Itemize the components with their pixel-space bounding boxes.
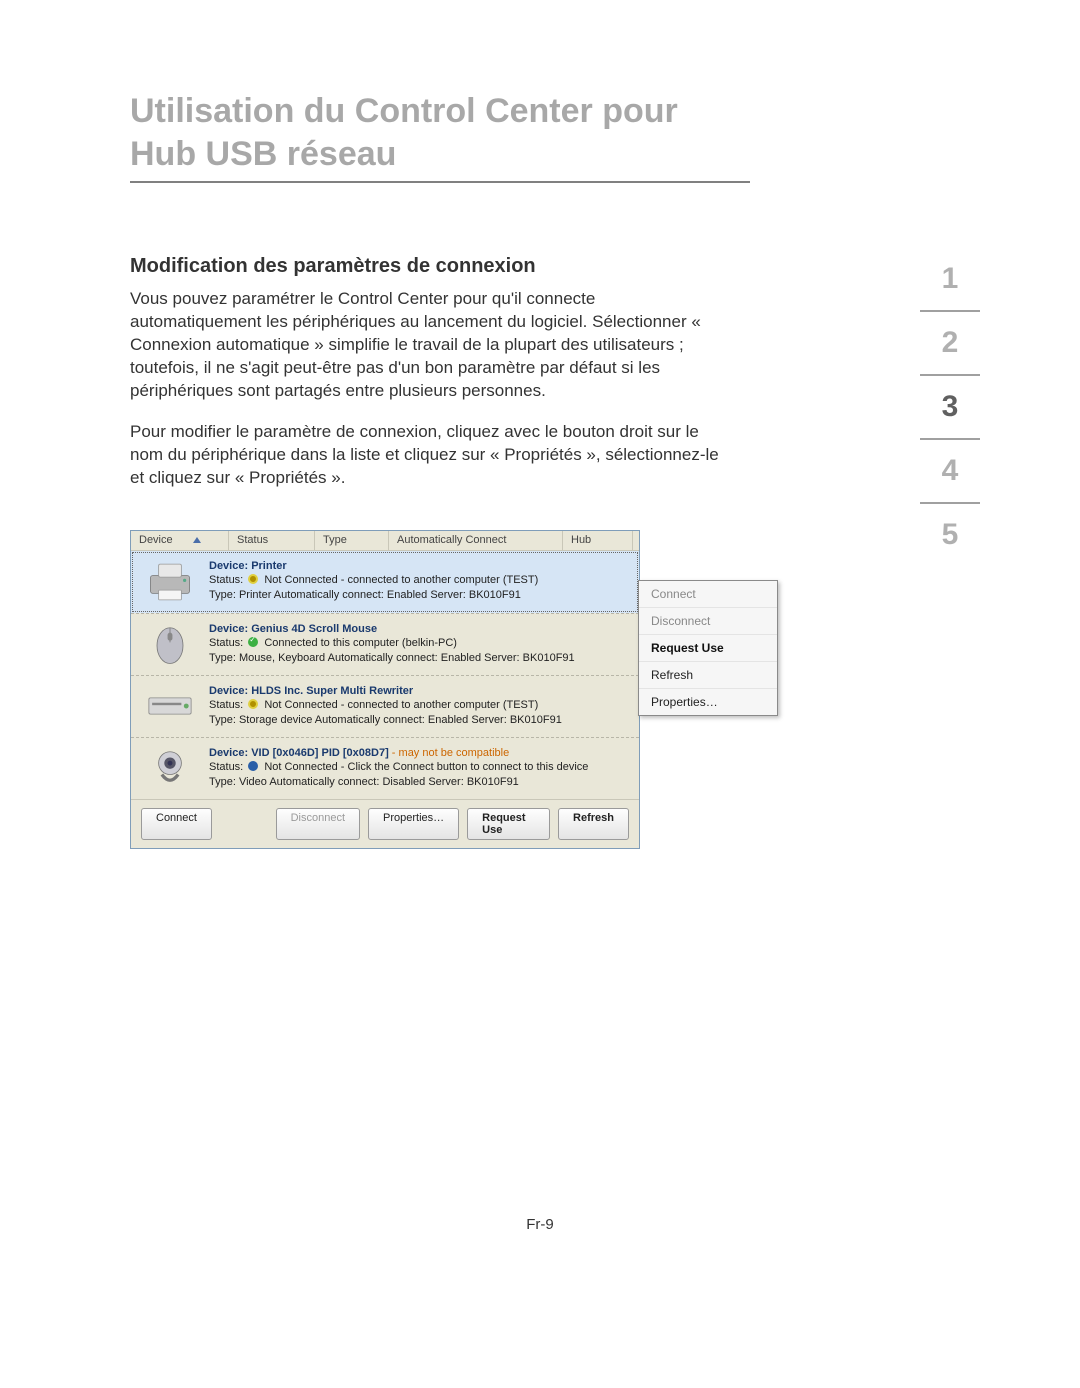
menu-item-refresh[interactable]: Refresh: [639, 662, 777, 689]
drive-icon: [131, 682, 209, 731]
paragraph-2: Pour modifier le paramètre de connexion,…: [130, 421, 720, 490]
device-status-line: Status: Connected to this computer (belk…: [209, 636, 635, 651]
device-name: Device: Genius 4D Scroll Mouse: [209, 623, 377, 635]
nav-item-2[interactable]: 2: [920, 312, 980, 376]
nav-item-3[interactable]: 3: [920, 376, 980, 440]
control-center-screenshot: DeviceStatusTypeAutomatically ConnectHub…: [130, 530, 890, 849]
device-type-line: Type: Storage device Automatically conne…: [209, 713, 635, 728]
properties-button[interactable]: Properties…: [368, 808, 459, 840]
sort-asc-icon: [193, 537, 201, 543]
context-menu: ConnectDisconnectRequest UseRefreshPrope…: [638, 580, 778, 716]
type-col[interactable]: Type: [315, 531, 389, 550]
device-row[interactable]: Device: Genius 4D Scroll MouseStatus: Co…: [131, 613, 639, 675]
menu-item-properties[interactable]: Properties…: [639, 689, 777, 715]
status-ok-icon: [248, 637, 258, 647]
device-type-line: Type: Video Automatically connect: Disab…: [209, 775, 635, 790]
device-list-panel: DeviceStatusTypeAutomatically ConnectHub…: [130, 530, 640, 849]
device-name: Device: HLDS Inc. Super Multi Rewriter: [209, 685, 413, 697]
mouse-icon: [131, 620, 209, 669]
device-col[interactable]: Device: [131, 531, 229, 550]
device-status-line: Status: Not Connected - Click the Connec…: [209, 760, 635, 775]
chapter-nav: 12345: [920, 248, 980, 566]
device-info: Device: HLDS Inc. Super Multi RewriterSt…: [209, 682, 635, 731]
device-list-buttons: Connect Disconnect Properties… Request U…: [131, 799, 639, 848]
device-list-header: DeviceStatusTypeAutomatically ConnectHub: [131, 531, 639, 551]
device-row[interactable]: Device: HLDS Inc. Super Multi RewriterSt…: [131, 675, 639, 737]
paragraph-1: Vous pouvez paramétrer le Control Center…: [130, 288, 720, 403]
section-title: Modification des paramètres de connexion: [130, 255, 980, 278]
connect-button[interactable]: Connect: [141, 808, 212, 840]
menu-item-connect: Connect: [639, 581, 777, 608]
request-use-button[interactable]: Request Use: [467, 808, 550, 840]
nav-item-1[interactable]: 1: [920, 248, 980, 312]
printer-icon: [131, 557, 209, 607]
device-info: Device: VID [0x046D] PID [0x08D7] - may …: [209, 744, 635, 793]
device-type-line: Type: Mouse, Keyboard Automatically conn…: [209, 651, 635, 666]
page-title: Utilisation du Control Center pour Hub U…: [130, 90, 750, 183]
status-info-icon: [248, 761, 258, 771]
compat-warning: - may not be compatible: [389, 747, 509, 759]
page-footer: Fr-9: [0, 1216, 1080, 1233]
device-status-line: Status: Not Connected - connected to ano…: [209, 698, 635, 713]
device-info: Device: PrinterStatus: Not Connected - c…: [209, 557, 635, 607]
webcam-icon: [131, 744, 209, 793]
status-busy-icon: [248, 574, 258, 584]
hub-col[interactable]: Hub: [563, 531, 633, 550]
device-row[interactable]: Device: VID [0x046D] PID [0x08D7] - may …: [131, 737, 639, 799]
refresh-button[interactable]: Refresh: [558, 808, 629, 840]
nav-item-5[interactable]: 5: [920, 504, 980, 566]
menu-item-disconnect: Disconnect: [639, 608, 777, 635]
status-col[interactable]: Status: [229, 531, 315, 550]
device-row[interactable]: Device: PrinterStatus: Not Connected - c…: [131, 551, 639, 613]
auto-connect-col[interactable]: Automatically Connect: [389, 531, 563, 550]
device-type-line: Type: Printer Automatically connect: Ena…: [209, 588, 635, 603]
device-info: Device: Genius 4D Scroll MouseStatus: Co…: [209, 620, 635, 669]
device-name: Device: Printer: [209, 560, 287, 572]
status-busy-icon: [248, 699, 258, 709]
disconnect-button[interactable]: Disconnect: [276, 808, 360, 840]
device-name: Device: VID [0x046D] PID [0x08D7]: [209, 747, 389, 759]
device-status-line: Status: Not Connected - connected to ano…: [209, 573, 635, 588]
nav-item-4[interactable]: 4: [920, 440, 980, 504]
menu-item-request-use[interactable]: Request Use: [639, 635, 777, 662]
